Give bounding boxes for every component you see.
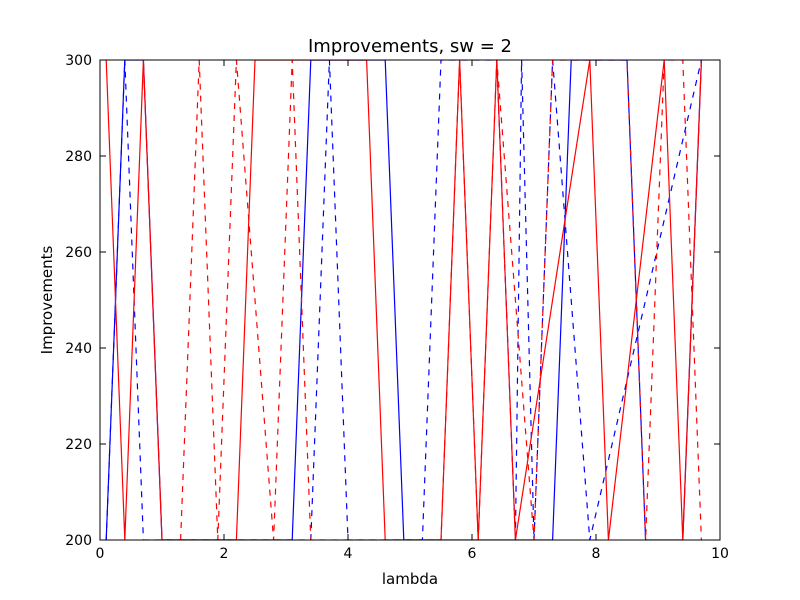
y-tick-label: 220 [65,437,92,453]
series-line-4 [180,60,702,540]
y-tick-label: 200 [65,533,92,549]
x-axis-title: lambda [382,570,438,588]
x-tick-label: 2 [220,546,229,562]
plot-frame [99,59,721,541]
y-tick-label: 300 [65,53,92,69]
plot-area [105,60,702,540]
y-axis-title: Improvements [38,245,56,354]
x-tick-label: 8 [592,546,601,562]
series-line-2 [105,60,702,540]
y-tick-label: 260 [65,245,92,261]
y-tick-label: 280 [65,149,92,165]
series-line-1 [105,60,702,540]
axis-ticks: 0 2 4 6 8 10 200 220 240 260 280 300 [65,53,729,562]
x-tick-label: 6 [468,546,477,562]
x-tick-label: 10 [711,546,729,562]
y-tick-label: 240 [65,341,92,357]
chart-title: Improvements, sw = 2 [308,36,512,57]
x-tick-label: 0 [96,546,105,562]
series-line-3 [105,60,702,540]
x-tick-label: 4 [344,546,353,562]
